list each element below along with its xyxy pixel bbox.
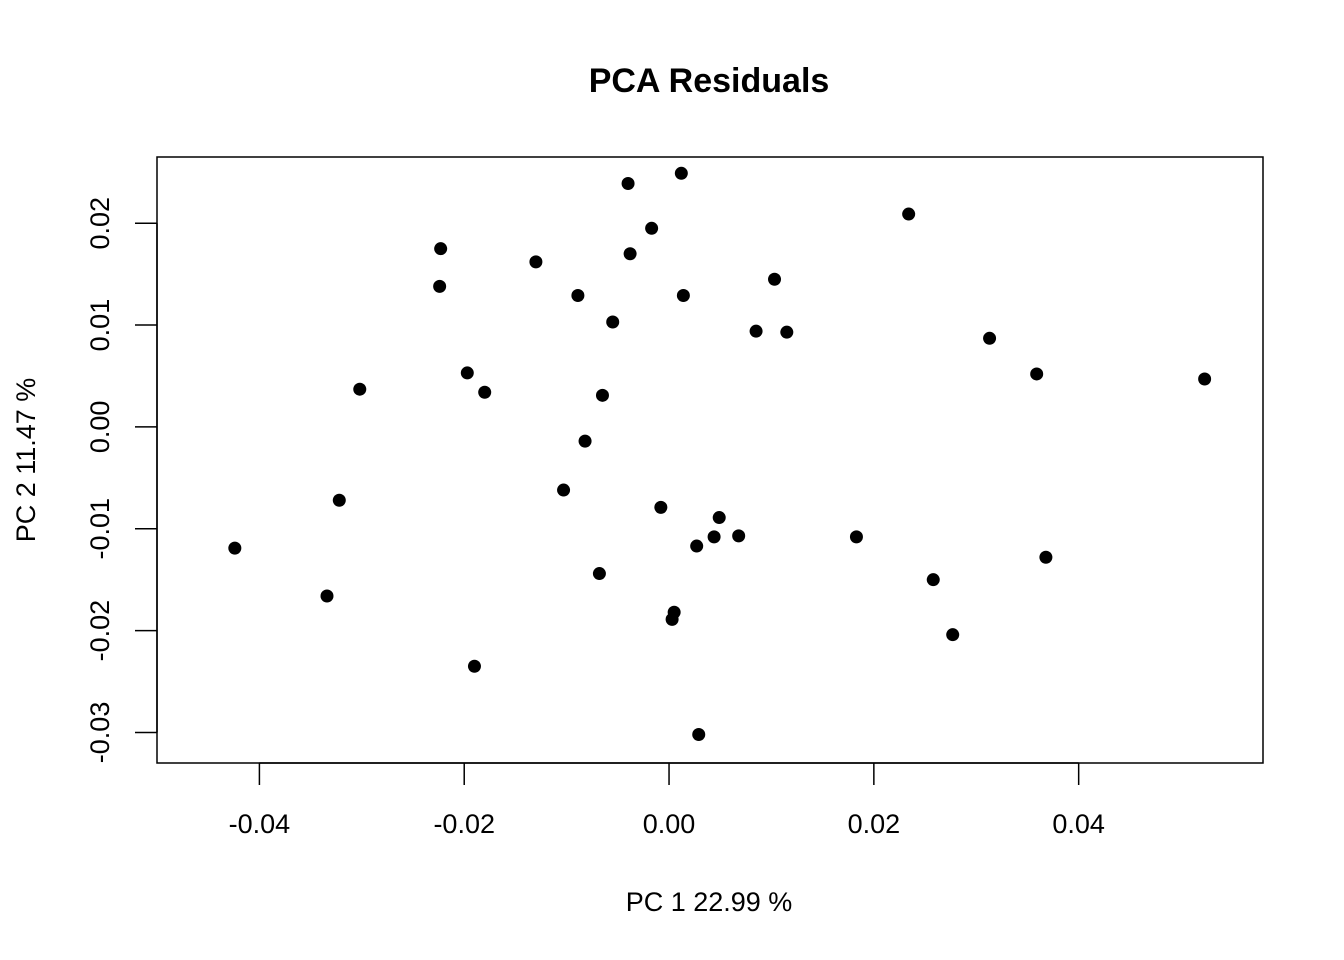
data-point (592, 567, 606, 581)
x-tick-label: 0.04 (1052, 809, 1105, 839)
data-point (529, 255, 543, 269)
data-point (690, 539, 704, 553)
data-point (1198, 372, 1212, 386)
data-point (768, 272, 782, 286)
data-point (433, 279, 447, 293)
data-point (674, 166, 688, 180)
data-point (228, 541, 242, 555)
data-point (983, 331, 997, 345)
data-point (946, 628, 960, 642)
chart-title: PCA Residuals (589, 62, 830, 100)
data-point (595, 388, 609, 402)
y-tick-label: -0.02 (85, 600, 115, 662)
data-point (606, 315, 620, 329)
y-tick-label: 0.00 (85, 401, 115, 454)
data-point (654, 500, 668, 514)
data-point (707, 530, 721, 544)
y-tick-label: 0.01 (85, 299, 115, 352)
data-point (621, 176, 635, 190)
plot-area-border (156, 156, 1264, 764)
x-axis: -0.04 -0.02 0.00 0.02 0.04 PC 1 22.99 % (229, 762, 1105, 917)
y-tick-label: -0.01 (85, 498, 115, 560)
y-tick-label: -0.03 (85, 702, 115, 764)
data-point (676, 289, 690, 303)
data-point (780, 325, 794, 339)
data-point (902, 207, 916, 221)
data-point (320, 589, 334, 603)
x-tick-label: -0.04 (229, 809, 291, 839)
data-point (478, 385, 492, 399)
y-axis: -0.03 -0.02 -0.01 0.00 0.01 0.02 PC 2 11.47 % (11, 197, 158, 763)
data-point (578, 434, 592, 448)
x-tick-label: 0.02 (848, 809, 901, 839)
y-axis-ticks: -0.03 -0.02 -0.01 0.00 0.01 0.02 (85, 197, 157, 763)
data-point (467, 659, 481, 673)
data-point (645, 221, 659, 235)
data-point (623, 247, 637, 261)
y-tick-label: 0.02 (85, 197, 115, 250)
data-point (712, 511, 726, 525)
data-point (749, 324, 763, 338)
x-tick-label: 0.00 (643, 809, 696, 839)
data-point (353, 382, 367, 396)
x-tick-label: -0.02 (433, 809, 495, 839)
data-point (1039, 550, 1053, 564)
x-axis-ticks: -0.04 -0.02 0.00 0.02 0.04 (229, 763, 1105, 839)
data-point (557, 483, 571, 497)
data-point (434, 242, 448, 256)
data-point (665, 612, 679, 626)
data-point (571, 289, 585, 303)
data-point (332, 493, 346, 507)
y-axis-title: PC 2 11.47 % (11, 378, 41, 543)
data-point (460, 366, 474, 380)
data-point (692, 727, 706, 741)
data-points (228, 166, 1212, 741)
data-point (849, 530, 863, 544)
data-point (1030, 367, 1044, 381)
data-point (926, 573, 940, 587)
x-axis-title: PC 1 22.99 % (626, 887, 793, 917)
data-point (732, 529, 746, 543)
